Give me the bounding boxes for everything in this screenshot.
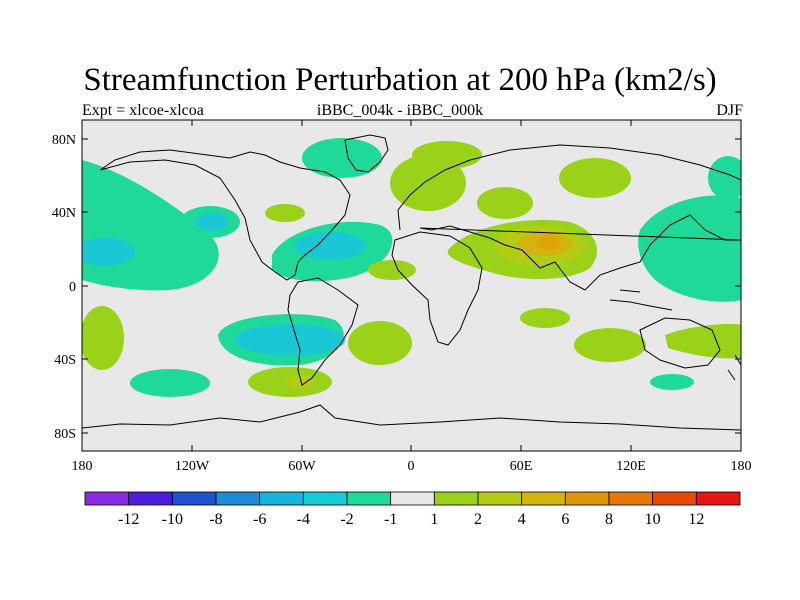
colorbar-label: -10 [162,511,183,528]
x-tick-label: 120W [175,459,210,474]
contour-cell-nepacific-core [196,213,228,231]
colorbar-box [695,491,741,506]
contour-cell-eurasia [477,187,533,219]
colorbar-label: 2 [474,511,482,528]
colorbar-label: -12 [118,511,139,528]
colorbar-label: -2 [340,511,353,528]
x-tick-label: 60W [288,459,316,474]
contour-cell-southern [130,369,210,397]
colorbar-box [84,491,130,506]
x-axis: 180 120W 60W 0 60E 120E 180 [72,120,752,474]
x-tick-label: 120E [616,459,646,474]
y-tick-label: 80N [52,133,76,148]
contour-cell-natlantic-core [295,232,365,260]
colorbar-label: -4 [297,511,310,528]
contour-cell-south-asia-6 [536,236,560,250]
contour-cell-canada-small [265,204,305,222]
plot-title: Streamfunction Perturbation at 200 hPa (… [83,62,717,98]
contour-cell-spacific-core [235,324,345,356]
coast-north-america [99,149,351,281]
colorbar-label: 4 [518,511,526,528]
contour-cell-sindian-b [574,328,646,362]
right-string: DJF [716,102,743,119]
colorbar-box [215,491,261,506]
coast-africa [391,231,483,346]
x-tick-label: 180 [731,459,752,474]
contour-cell-canada [302,138,382,178]
coast-australia [639,317,721,369]
center-string: iBBC_004k - iBBC_000k [316,102,484,119]
contour-cell-south-america-2 [286,375,314,389]
y-tick-label: 40S [54,353,76,368]
x-tick-label: 180 [72,459,93,474]
colorbar-label: 1 [430,511,438,528]
contour-cell-europe-b [412,141,482,169]
colorbar-label: 8 [605,511,613,528]
x-tick-label: 0 [408,459,415,474]
y-tick-label: 80S [54,427,76,442]
contour-cell-siberia [559,158,631,198]
colorbar-box [433,491,479,506]
y-tick-label: 0 [69,280,76,295]
colorbar-label: -1 [384,511,397,528]
contour-cell-sindian [520,308,570,328]
colorbar-label: 10 [645,511,661,528]
coast-antarctica [82,404,741,431]
coastlines [82,134,741,431]
colorbar-boxes [84,491,741,506]
contour-cell-npacific-core [82,238,135,266]
contour-fills [82,138,741,397]
y-axis: 80N 40N 0 40S 80S [52,133,741,442]
contour-cell-swpacific [82,306,124,370]
colorbar-label: -6 [253,511,266,528]
left-string: Expt = xlcoe-xlcoa [82,102,204,119]
colorbar-box [564,491,610,506]
colorbar-box [171,491,217,506]
colorbar-box [390,491,435,506]
y-tick-label: 40N [52,206,76,221]
contour-cell-wpacific-b [677,212,733,232]
contour-cell-australia-east [665,323,741,359]
colorbar-box [128,491,173,506]
colorbar-box [652,491,697,506]
colorbar-labels: -12 -10 -8 -6 -4 -2 -1 1 2 4 6 8 10 12 [118,511,704,528]
contour-cell-australia [650,374,694,390]
contour-cell-pacific-small [154,231,182,249]
colorbar-label: -8 [209,511,222,528]
x-tick-label: 60E [510,459,533,474]
colorbar-box [521,491,566,506]
coast-new-zealand [727,354,741,381]
colorbar-box [477,491,523,506]
coast-greenland [344,134,389,173]
coast-eurasia [397,144,741,291]
colorbar-label: 6 [561,511,569,528]
contour-cell-atlantic-small [368,260,416,280]
coast-indonesia [609,289,673,311]
colorbar-box [259,491,304,506]
colorbar-label: 12 [688,511,704,528]
colorbar-box [302,491,348,506]
colorbar-box [608,491,654,506]
contour-cell-satlantic [348,321,412,365]
coast-south-america [287,277,359,386]
colorbar-box [346,491,392,506]
contour-cell-east-edge [708,156,741,200]
colorbar: -12 -10 -8 -6 -4 -2 -1 1 2 4 6 8 10 12 [84,491,741,528]
